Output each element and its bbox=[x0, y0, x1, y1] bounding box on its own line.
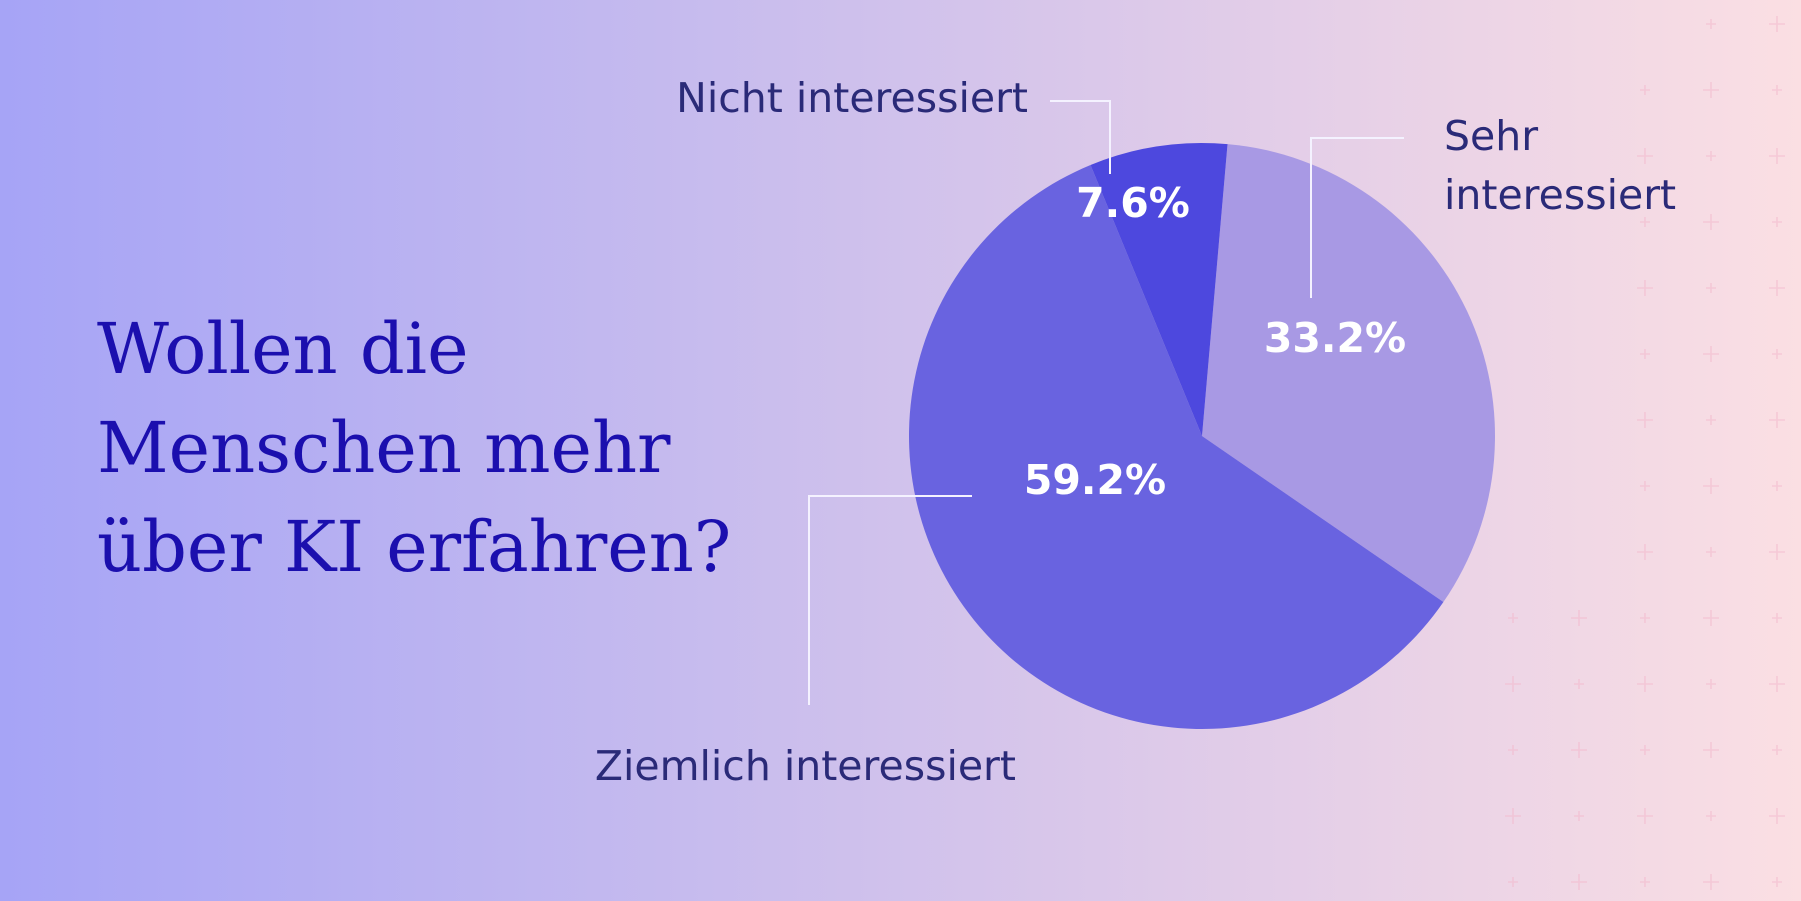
plus-mark bbox=[1703, 214, 1719, 230]
chart-title: Wollen die Menschen mehr über KI erfahre… bbox=[97, 300, 737, 597]
plus-mark bbox=[1508, 745, 1518, 755]
plus-mark bbox=[1769, 544, 1785, 560]
plus-mark bbox=[1571, 874, 1587, 890]
plus-mark bbox=[1706, 283, 1716, 293]
category-labels: Sehr interessiert Ziemlich interessiert Nic… bbox=[595, 74, 1676, 790]
leader-lines bbox=[808, 100, 1404, 705]
pie-slices bbox=[908, 143, 1495, 730]
leader-line-ziemlich-interessiert bbox=[808, 495, 972, 705]
plus-mark bbox=[1769, 280, 1785, 296]
plus-mark bbox=[1703, 742, 1719, 758]
plus-mark bbox=[1640, 745, 1650, 755]
plus-mark bbox=[1703, 610, 1719, 626]
plus-mark bbox=[1571, 742, 1587, 758]
plus-mark bbox=[1769, 16, 1785, 32]
plus-mark bbox=[1637, 280, 1653, 296]
plus-mark bbox=[1637, 148, 1653, 164]
leader-line-sehr-interessiert bbox=[1310, 137, 1404, 298]
plus-mark bbox=[1772, 877, 1782, 887]
plus-mark bbox=[1769, 412, 1785, 428]
plus-mark bbox=[1637, 412, 1653, 428]
plus-mark bbox=[1769, 148, 1785, 164]
plus-mark bbox=[1508, 613, 1518, 623]
plus-mark bbox=[1640, 877, 1650, 887]
plus-mark bbox=[1706, 547, 1716, 557]
percent-label-sehr-interessiert: 33.2% bbox=[1264, 314, 1406, 362]
plus-mark bbox=[1769, 808, 1785, 824]
plus-mark bbox=[1706, 811, 1716, 821]
title-line-3: über KI erfahren? bbox=[97, 506, 732, 588]
category-label-nicht-interessiert: Nicht interessiert bbox=[676, 74, 1028, 122]
plus-mark bbox=[1505, 808, 1521, 824]
plus-mark bbox=[1637, 544, 1653, 560]
plus-mark bbox=[1640, 613, 1650, 623]
plus-mark bbox=[1571, 610, 1587, 626]
pie-slice-sehr-interessiert bbox=[1202, 144, 1495, 603]
plus-mark bbox=[1703, 478, 1719, 494]
plus-mark bbox=[1706, 415, 1716, 425]
category-label-sehr-interessiert: Sehr interessiert bbox=[1444, 112, 1676, 219]
plus-mark bbox=[1772, 481, 1782, 491]
leader-line-nicht-interessiert bbox=[1050, 100, 1111, 174]
plus-mark bbox=[1637, 808, 1653, 824]
plus-mark bbox=[1772, 613, 1782, 623]
plus-mark bbox=[1772, 217, 1782, 227]
plus-mark bbox=[1703, 346, 1719, 362]
category-label-ziemlich-interessiert: Ziemlich interessiert bbox=[595, 742, 1016, 790]
plus-mark bbox=[1637, 676, 1653, 692]
plus-mark bbox=[1640, 85, 1650, 95]
plus-mark bbox=[1574, 811, 1584, 821]
percent-label-nicht-interessiert: 7.6% bbox=[1076, 179, 1190, 227]
plus-mark bbox=[1508, 877, 1518, 887]
plus-mark bbox=[1769, 676, 1785, 692]
plus-mark bbox=[1772, 85, 1782, 95]
plus-mark bbox=[1703, 874, 1719, 890]
plus-mark bbox=[1505, 676, 1521, 692]
plus-mark bbox=[1574, 679, 1584, 689]
plus-mark bbox=[1772, 745, 1782, 755]
title-line-1: Wollen die bbox=[97, 308, 469, 390]
title-line-2: Menschen mehr bbox=[97, 407, 671, 489]
plus-mark bbox=[1772, 349, 1782, 359]
plus-mark bbox=[1703, 82, 1719, 98]
plus-mark bbox=[1706, 19, 1716, 29]
plus-mark bbox=[1640, 349, 1650, 359]
plus-mark bbox=[1706, 151, 1716, 161]
percent-labels: 33.2% 59.2% 7.6% bbox=[1024, 179, 1406, 504]
plus-mark bbox=[1706, 679, 1716, 689]
pie-slice-ziemlich-interessiert bbox=[908, 165, 1444, 730]
pie-slice-nicht-interessiert bbox=[1090, 143, 1228, 437]
plus-mark bbox=[1640, 481, 1650, 491]
plus-mark bbox=[1640, 217, 1650, 227]
percent-label-ziemlich-interessiert: 59.2% bbox=[1024, 456, 1166, 504]
